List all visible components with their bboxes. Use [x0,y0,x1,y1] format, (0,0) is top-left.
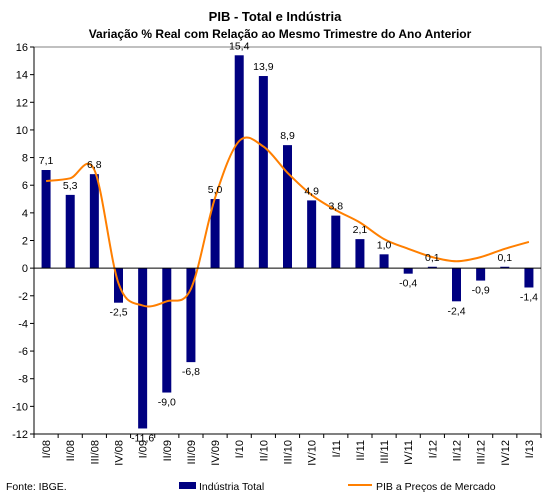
x-tick-label: II/10 [258,440,270,461]
x-tick-label: I/09 [138,440,150,458]
y-tick-label: 14 [16,70,28,82]
x-tick-label: IV/11 [403,440,415,465]
bar-IV/11 [403,268,413,274]
data-label-I/12: 0,1 [425,252,440,264]
y-tick-label: 10 [16,125,28,137]
chart-title: PIB - Total e Indústria [209,9,342,24]
x-tick-label: I/12 [427,440,439,458]
y-tick-label: -12 [12,429,28,441]
bar-III/10 [283,145,292,269]
bar-III/09 [186,268,196,363]
y-tick-label: 12 [16,97,28,109]
y-tick-label: -10 [12,401,28,413]
bar-IV/10 [307,200,317,269]
data-label-I/13: -1,4 [520,291,538,303]
x-tick-label: I/10 [234,440,246,458]
bar-IV/09 [210,199,220,269]
y-tick-label: 0 [22,263,28,275]
data-label-IV/08: -2,5 [109,307,127,319]
data-label-II/11: 2,1 [353,224,368,236]
x-tick-label: III/10 [283,440,295,464]
legend-label-pib: PIB a Preços de Mercado [376,481,496,493]
data-label-II/10: 13,9 [253,61,274,73]
axes: -12 -10 -8 -6 -4 -2 0 2 4 6 8 10 12 14 16 I/08 II/08 III/… [12,42,542,466]
legend-label-industria: Indústria Total [199,481,264,493]
data-label-I/08: 7,1 [39,155,54,167]
data-label-II/09: -9,0 [158,397,176,409]
x-tick-label: I/13 [524,440,536,458]
y-tick-label: 6 [22,180,28,192]
data-label-III/08: 6,8 [87,159,102,171]
data-label-I/09: -11,6 [131,432,154,444]
x-tick-label: III/12 [476,440,488,464]
bar-III/11 [379,254,389,269]
y-tick-label: 16 [16,42,28,54]
y-tick-label: -4 [18,318,28,330]
data-label-IV/11: -0,4 [399,278,417,290]
y-tick-label: 8 [22,153,28,165]
bar-II/09 [162,268,172,393]
data-labels: 7,1 5,3 6,8 -2,5 -11,6 -9,0 -6,8 5,0 15,413,9 8,9… [39,40,538,444]
x-tick-label: II/08 [65,440,77,461]
x-tick-label: IV/08 [114,440,126,466]
y-tick-label: 2 [22,236,28,248]
data-label-IV/12: 0,1 [497,252,512,264]
x-tick-label: II/09 [162,440,174,461]
data-label-III/09: -6,8 [182,366,200,378]
pib-line [45,136,530,308]
bar-II/08 [65,194,75,269]
data-label-II/08: 5,3 [63,180,78,192]
bar-III/12 [476,268,486,281]
bar-I/13 [524,268,534,288]
bar-I/09 [138,268,148,429]
bar-II/10 [258,76,268,269]
x-tick-label: III/11 [379,440,391,464]
bar-IV/12 [500,266,510,269]
data-label-I/11: 3,8 [328,201,343,213]
x-tick-label: IV/09 [210,440,222,466]
bar-I/12 [427,266,437,269]
bar-I/08 [41,170,51,269]
bar-II/12 [452,268,461,302]
x-tick-label: I/11 [331,440,343,458]
y-tick-label: 4 [22,208,28,220]
chart-subtitle: Variação % Real com Relação ao Mesmo Tri… [89,27,472,41]
y-tick-label: -8 [18,374,28,386]
x-tick-label: IV/10 [307,440,319,466]
y-tick-label: -2 [18,291,28,303]
bar-I/10 [234,55,244,269]
data-label-IV/10: 4,9 [304,185,319,197]
legend: Indústria Total PIB a Preços de Mercado [179,481,496,493]
data-label-III/10: 8,9 [280,130,295,142]
x-tick-label: III/09 [186,440,198,464]
x-tick-label: II/11 [355,440,367,461]
line-series [45,136,530,308]
x-tick-label: I/08 [41,440,53,458]
data-label-III/12: -0,9 [472,285,490,297]
legend-swatch-industria [179,482,196,489]
y-tick-label: -6 [18,346,28,358]
x-tick-label: III/08 [89,440,101,464]
x-tick-label: IV/12 [500,440,512,466]
data-label-III/11: 1,0 [377,239,392,251]
bar-II/11 [355,239,365,269]
x-tick-label: II/12 [452,440,464,461]
bar-I/11 [331,215,341,269]
data-label-II/12: -2,4 [447,305,465,317]
data-label-IV/09: 5,0 [208,184,223,196]
bar-III/08 [89,174,99,269]
source-note: Fonte: IBGE. [6,481,67,493]
data-label-I/10: 15,4 [229,40,250,52]
